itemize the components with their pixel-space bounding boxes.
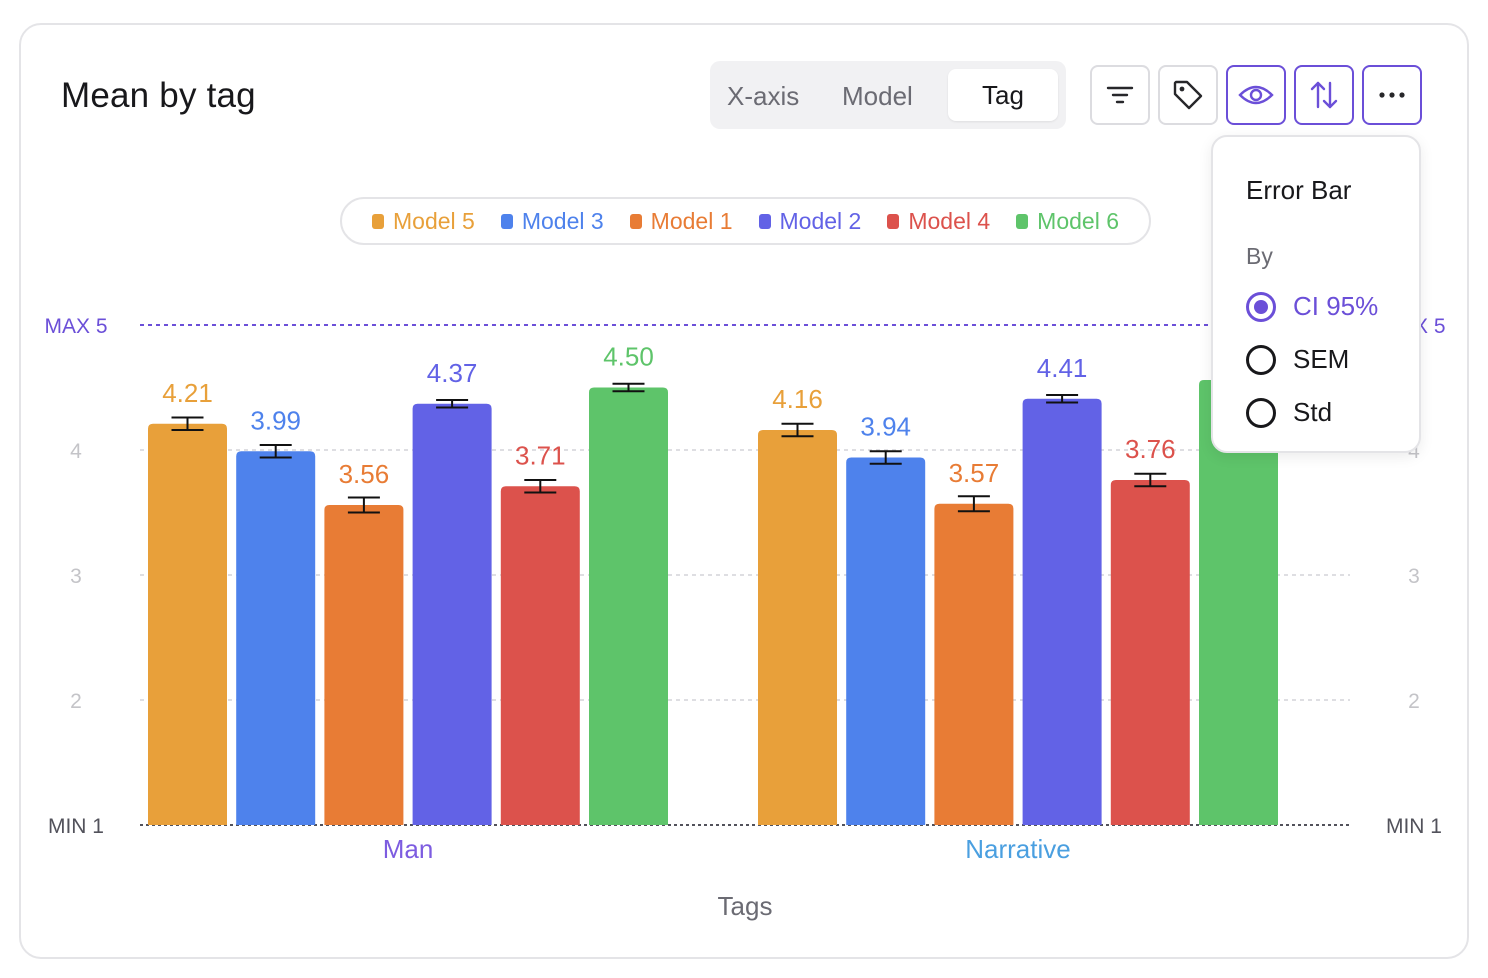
min-label: MIN 1 — [48, 815, 104, 838]
radio-sem[interactable]: SEM — [1246, 344, 1349, 375]
xaxis-option-tag[interactable]: Tag — [948, 69, 1058, 121]
bar[interactable] — [1110, 480, 1190, 825]
radio-ci95[interactable]: CI 95% — [1246, 291, 1378, 322]
legend-swatch — [372, 213, 385, 229]
legend-label: Model 6 — [1037, 207, 1119, 234]
x-axis-title: Tags — [718, 891, 773, 921]
legend-label: Model 4 — [908, 207, 991, 234]
legend-item[interactable]: Model 6 — [1016, 208, 1119, 235]
radio-ci95-indicator[interactable] — [1246, 291, 1276, 322]
data-label: 4.16 — [772, 384, 823, 414]
bar[interactable] — [148, 423, 227, 825]
bar[interactable] — [236, 451, 316, 825]
data-label: 4.21 — [162, 378, 213, 408]
legend-label: Model 5 — [393, 207, 475, 234]
xaxis-label: X-axis — [727, 81, 800, 111]
legend-item[interactable]: Model 1 — [629, 207, 733, 235]
radio-std-label: Std — [1293, 397, 1333, 427]
xaxis-toggle: X-axis Model Tag — [710, 61, 1066, 129]
bar[interactable] — [500, 486, 580, 825]
data-label: 3.56 — [339, 459, 390, 489]
y-tick-label-right: 3 — [1408, 565, 1420, 588]
x-tick-label: Narrative — [965, 834, 1070, 864]
legend-label: Model 2 — [779, 207, 862, 234]
y-tick-label: 2 — [70, 690, 82, 713]
chart-legend: Model 5 Model 3 Model 1 Model 2 Model 4 Model… — [340, 197, 1151, 245]
legend-item[interactable]: Model 2 — [758, 207, 862, 235]
legend-swatch — [1016, 213, 1029, 229]
filter-button[interactable] — [1090, 65, 1150, 125]
max-label: MAX 5 — [44, 315, 107, 338]
legend-item[interactable]: Model 5 — [372, 208, 475, 235]
page-title: Mean by tag — [61, 76, 256, 115]
y-tick-label: 4 — [70, 440, 82, 463]
radio-ci95-label: CI 95% — [1293, 291, 1379, 321]
sort-icon — [1310, 81, 1338, 109]
radio-sem-label: SEM — [1293, 344, 1350, 374]
legend-swatch — [758, 213, 771, 229]
bar[interactable] — [1199, 380, 1278, 825]
legend-item[interactable]: Model 3 — [500, 207, 604, 235]
y-tick-label-right: 2 — [1408, 690, 1420, 713]
bar[interactable] — [846, 457, 926, 826]
bar[interactable] — [324, 505, 404, 825]
bar[interactable] — [412, 403, 492, 825]
legend-label: Model 3 — [521, 207, 604, 234]
data-label: 4.41 — [1037, 353, 1088, 383]
y-tick-label: 3 — [70, 565, 82, 588]
legend-item[interactable]: Model 4 — [887, 208, 990, 235]
visibility-button[interactable] — [1226, 65, 1286, 125]
legend-swatch — [500, 213, 513, 229]
data-label: 3.99 — [250, 405, 301, 435]
data-label: 3.71 — [515, 440, 566, 470]
radio-sem-indicator[interactable] — [1246, 344, 1276, 375]
tag-button[interactable] — [1158, 65, 1218, 125]
popover-title: Error Bar — [1246, 175, 1352, 205]
legend-label: Model 1 — [650, 207, 733, 234]
data-label: 3.57 — [949, 458, 1000, 488]
error-bar-popover: Error Bar By CI 95% SEM Std — [1211, 135, 1421, 453]
min-label-right: MIN 1 — [1386, 815, 1442, 838]
more-button[interactable] — [1362, 65, 1422, 125]
data-label: 4.50 — [603, 342, 654, 372]
eye-icon — [1238, 85, 1274, 105]
data-label: 3.94 — [860, 412, 911, 442]
data-label: 3.76 — [1125, 434, 1176, 464]
bar[interactable] — [589, 387, 668, 826]
x-tick-label: Man — [383, 834, 434, 864]
sort-button[interactable] — [1294, 65, 1354, 125]
bar[interactable] — [758, 430, 837, 825]
bar[interactable] — [934, 503, 1014, 825]
legend-swatch — [629, 213, 642, 229]
bar[interactable] — [1022, 398, 1102, 825]
data-label: 4.37 — [427, 358, 478, 388]
filter-icon — [1106, 86, 1134, 104]
tag-icon — [1173, 80, 1203, 110]
xaxis-option-model[interactable]: Model — [842, 81, 913, 111]
more-icon — [1379, 92, 1405, 98]
radio-std-indicator[interactable] — [1246, 397, 1276, 428]
radio-std[interactable]: Std — [1246, 397, 1332, 428]
legend-swatch — [887, 213, 900, 229]
popover-by-label: By — [1246, 243, 1273, 269]
